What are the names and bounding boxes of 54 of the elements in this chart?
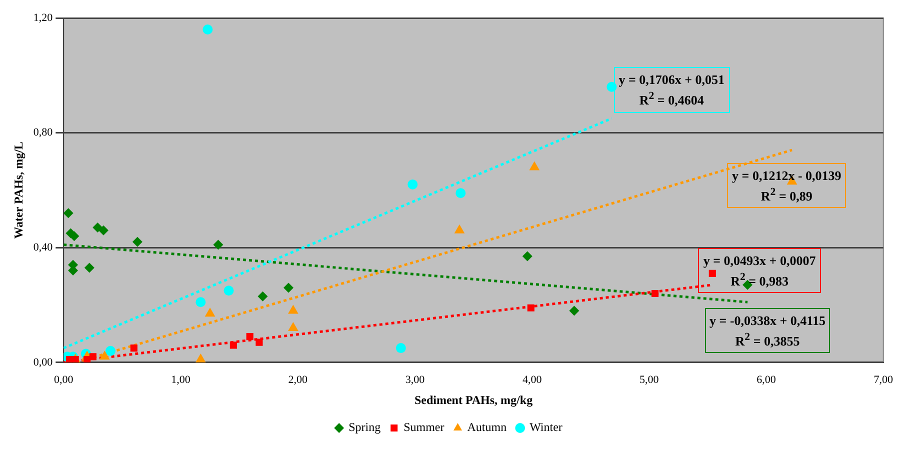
annotation: y = 0,0493x + 0,0007 R$^{2}$ = 0,983 xyxy=(703,252,816,290)
point xyxy=(408,179,418,190)
x-tick-label: 5,00 xyxy=(640,374,660,386)
point xyxy=(256,338,263,346)
legend-label: Autumn xyxy=(467,420,507,434)
x-tick-label: 7,00 xyxy=(874,374,894,386)
point xyxy=(99,350,110,360)
x-tick-label: 1,00 xyxy=(171,374,191,386)
point xyxy=(246,333,254,340)
point xyxy=(196,297,206,308)
point xyxy=(105,346,116,356)
point xyxy=(89,353,96,360)
annotation: y = 0,1212x - 0,0139 R$^{2}$ = 0,89 xyxy=(732,167,842,204)
point xyxy=(708,270,716,277)
x-tick-label: 2,00 xyxy=(288,374,308,386)
annotation: y = 0,1706x + 0,051 R$^{2}$ = 0,4604 xyxy=(618,71,725,109)
point xyxy=(651,290,659,298)
x-axis-title: Sediment PAHs, mg/kg xyxy=(414,392,533,407)
point xyxy=(569,306,580,316)
y-tick-label: 0,00 xyxy=(33,356,54,368)
legend-label: Spring xyxy=(348,420,381,434)
point xyxy=(64,208,74,218)
point xyxy=(132,236,142,247)
x-tick-label: 3,00 xyxy=(405,374,426,386)
point xyxy=(283,282,294,293)
x-tick-label: 6,00 xyxy=(756,374,776,386)
point xyxy=(454,224,465,234)
point xyxy=(204,308,216,317)
legend-label: Summer xyxy=(404,420,444,434)
point xyxy=(98,225,108,236)
point xyxy=(396,343,406,354)
y-tick-label: 0,40 xyxy=(33,241,54,254)
point xyxy=(195,354,206,362)
point xyxy=(130,344,138,352)
point xyxy=(527,304,534,312)
point xyxy=(522,251,532,262)
point xyxy=(258,291,268,302)
x-tick-label: 4,00 xyxy=(522,374,542,386)
x-tick-label: 0,00 xyxy=(54,374,74,386)
y-tick-label: 1,20 xyxy=(33,12,54,24)
y-tick-label: 0,80 xyxy=(33,126,54,139)
y-axis-title: Water PAHs, mg/L xyxy=(11,142,26,239)
legend-label: Winter xyxy=(530,420,562,434)
point xyxy=(213,240,224,250)
point xyxy=(202,24,213,34)
point xyxy=(224,286,234,296)
point xyxy=(288,304,298,314)
point xyxy=(288,322,298,331)
point xyxy=(456,188,466,198)
point xyxy=(529,161,540,170)
annotation: y = -0,0338x + 0,4115 R$^{2}$ = 0,3855 xyxy=(710,312,826,350)
point xyxy=(92,222,103,233)
point xyxy=(230,342,237,349)
point xyxy=(84,262,94,273)
